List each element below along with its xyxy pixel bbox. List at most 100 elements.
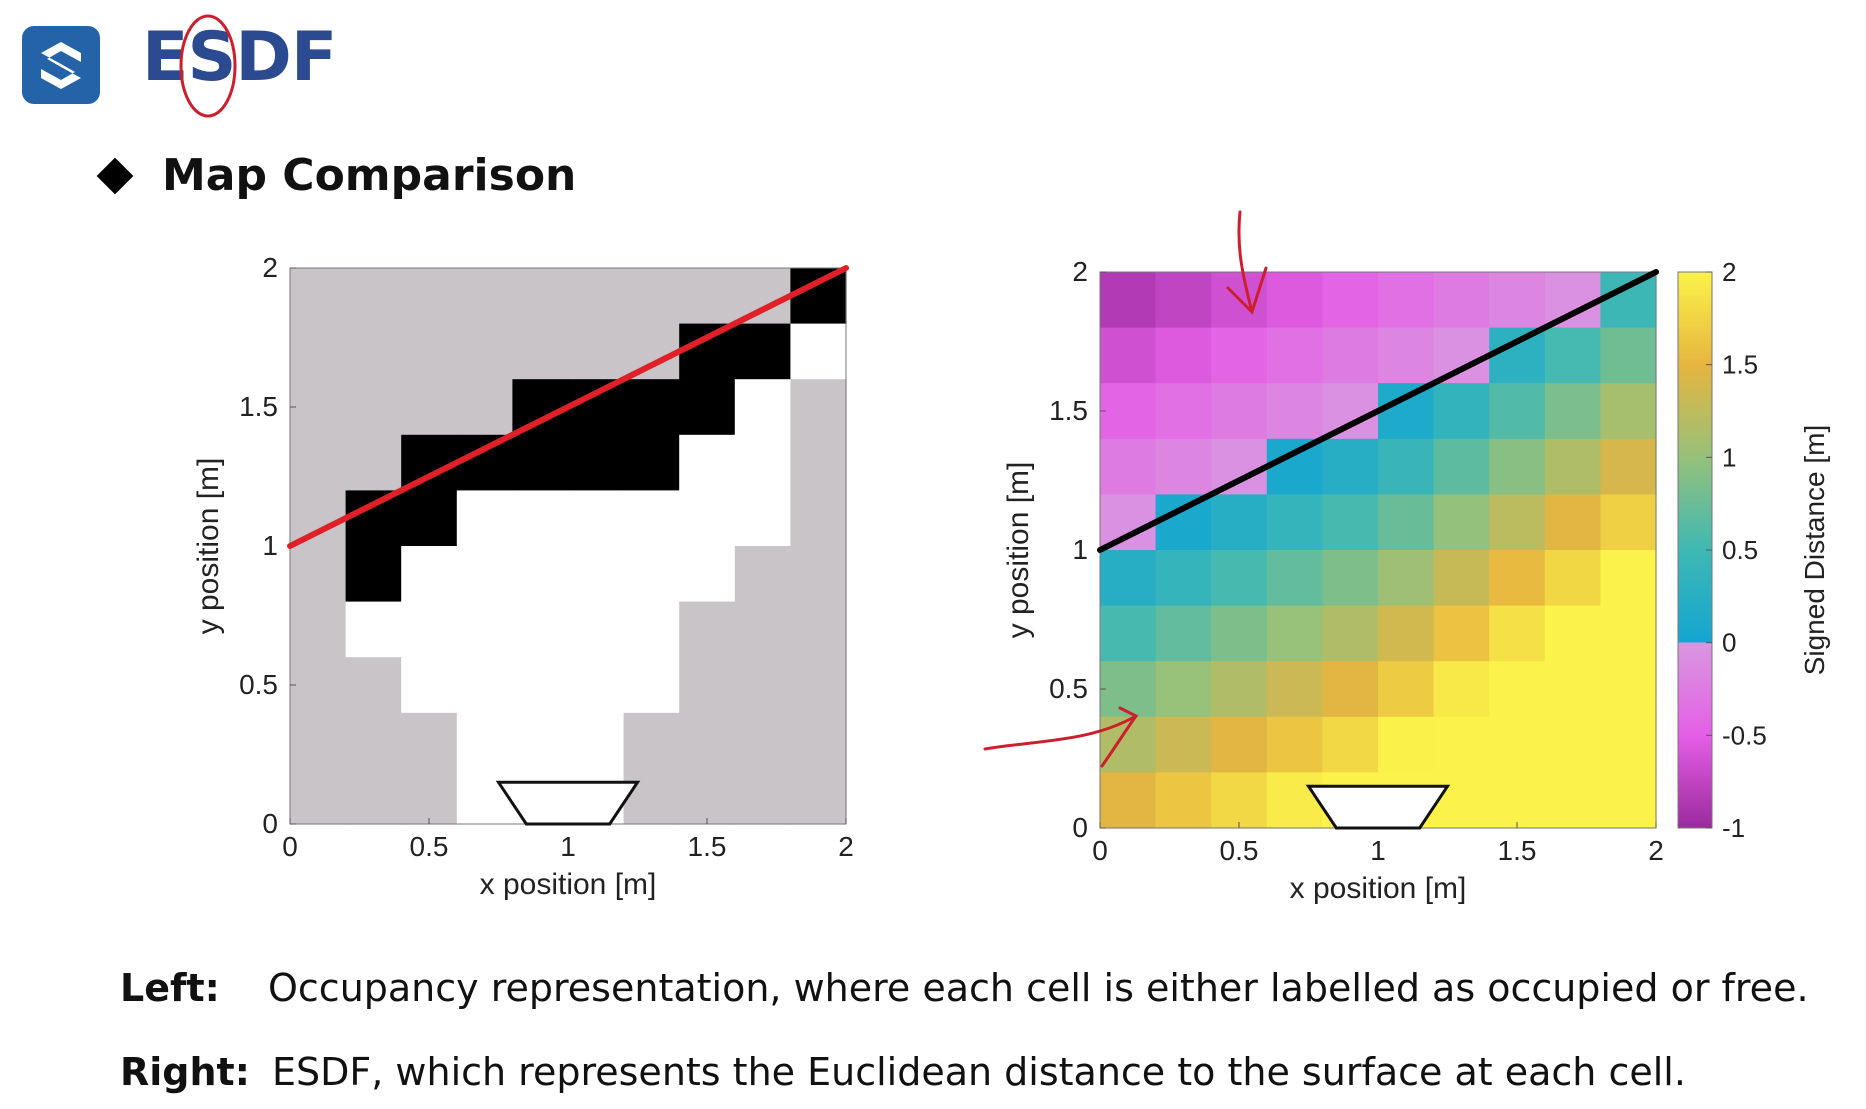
grid-cell [790,657,847,714]
grid-cell [290,490,347,547]
grid-cell [623,434,680,491]
esdf-cell [1155,661,1212,718]
grid-cell [345,657,402,714]
esdf-cell [1322,327,1379,384]
grid-cell [512,323,569,380]
esdf-cell [1100,550,1157,607]
grid-cell [290,546,347,603]
esdf-cell [1322,716,1379,773]
esdf-cell [1211,661,1268,718]
grid-cell [345,434,402,491]
esdf-cell [1489,327,1546,384]
esdf-cell [1544,716,1601,773]
x-tick-label: 1.5 [688,831,727,862]
esdf-cell [1211,550,1268,607]
esdf-cell [1266,661,1323,718]
esdf-cell [1100,438,1157,495]
grid-cell [456,712,513,769]
esdf-cell [1544,494,1601,551]
grid-cell [734,712,791,769]
grid-cell [790,601,847,658]
grid-cell [679,601,736,658]
logo [22,26,100,104]
grid-cell [679,268,736,325]
grid-cell [734,268,791,325]
esdf-cell [1433,550,1490,607]
y-tick-label: 2 [1072,256,1088,287]
esdf-cell [1489,550,1546,607]
colorbar-tick-label: 1 [1722,442,1736,472]
grid-cell [623,712,680,769]
esdf-cell [1155,383,1212,440]
x-axis-label: x position [m] [480,868,657,901]
grid-cell [790,323,847,380]
grid-cell [456,546,513,603]
esdf-cell [1211,494,1268,551]
grid-cell [401,268,458,325]
grid-cell [456,434,513,491]
grid-cell [568,712,625,769]
esdf-cell [1544,605,1601,662]
esdf-cell [1489,438,1546,495]
colorbar-label: Signed Distance [m] [1799,425,1830,676]
esdf-cell [1155,605,1212,662]
esdf-cell [1322,494,1379,551]
esdf-cell [1378,327,1435,384]
grid-cell [679,546,736,603]
esdf-cell [1100,772,1157,829]
grid-cell [623,546,680,603]
grid-cell [512,434,569,491]
esdf-cell [1600,605,1657,662]
grid-cell [290,434,347,491]
esdf-cell [1600,661,1657,718]
esdf-cell [1600,327,1657,384]
esdf-cell [1100,661,1157,718]
grid-cell [401,379,458,436]
esdf-cell [1322,272,1379,329]
grid-cell [734,546,791,603]
grid-cell [734,768,791,825]
y-tick-label: 0 [1072,812,1088,843]
grid-cell [790,434,847,491]
esdf-chart: 0 0.5 1 1.5 2 0 0.5 1 1.5 2 x position [m] y positi… [1002,256,1830,905]
grid-cell [512,712,569,769]
x-tick-label: 0 [282,831,298,862]
x-tick-label: 0 [1092,835,1108,866]
esdf-cell [1433,383,1490,440]
grid-cell [290,712,347,769]
x-tick-label: 1.5 [1498,835,1537,866]
grid-cell [512,546,569,603]
grid-cell [790,712,847,769]
grid-cell [512,268,569,325]
esdf-cell [1266,550,1323,607]
surface-line [1097,269,1659,553]
y-tick-label: 0 [262,808,278,839]
grid-cell [456,657,513,714]
grid-cell [512,657,569,714]
esdf-cell [1544,772,1601,829]
grid-cell [512,379,569,436]
grid-cell [790,490,847,547]
y-tick-label: 2 [262,252,278,283]
x-tick-label: 0.5 [410,831,449,862]
section-title: Map Comparison [162,150,577,201]
esdf-cell [1544,661,1601,718]
grid-cell [290,268,347,325]
grid-cell [734,434,791,491]
grid-cell [401,434,458,491]
grid-cell [679,323,736,380]
esdf-cell [1266,605,1323,662]
esdf-cell [1544,550,1601,607]
esdf-cell [1600,272,1657,329]
esdf-cell [1489,716,1546,773]
grid-cell [679,379,736,436]
grid-cell [345,323,402,380]
esdf-cell [1433,438,1490,495]
esdf-cell [1544,438,1601,495]
grid-cell [568,434,625,491]
grid-cell [290,768,347,825]
esdf-cell [1489,661,1546,718]
section-heading: Map Comparison [96,150,577,201]
esdf-cell [1266,438,1323,495]
esdf-cell [1489,272,1546,329]
